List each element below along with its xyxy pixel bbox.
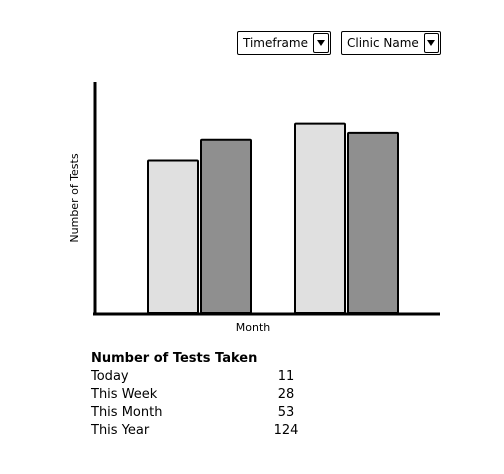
bar-group-2-series-1 [294,122,346,314]
summary-row-this-week: This Week 28 [91,386,321,404]
summary-row-this-month: This Month 53 [91,404,321,422]
summary-title: Number of Tests Taken [91,351,258,366]
bar-group-2-series-2 [347,131,399,314]
summary-label: This Year [91,423,150,438]
summary-label: This Month [91,405,163,420]
chevron-down-icon[interactable] [423,33,439,53]
x-axis-label: Month [236,321,271,334]
summary-row-today: Today 11 [91,368,321,386]
chart-bars [147,122,399,314]
bar-group-1-series-2 [200,138,252,314]
tests-summary: Number of Tests Taken Today 11 This Week… [91,350,321,440]
timeframe-dropdown[interactable]: Timeframe [237,31,331,55]
summary-value: 124 [273,423,299,438]
bar-group-1-series-1 [147,159,199,314]
clinic-name-dropdown-label: Clinic Name [347,36,419,50]
summary-value: 28 [277,387,295,402]
summary-row-this-year: This Year 124 [91,422,321,440]
timeframe-dropdown-label: Timeframe [243,36,308,50]
bar-chart: Month Number of Tests [68,82,440,334]
chevron-down-icon[interactable] [312,33,329,53]
summary-label: Today [91,369,129,384]
clinic-name-dropdown[interactable]: Clinic Name [341,31,441,55]
y-axis-label: Number of Tests [68,153,81,242]
summary-value: 11 [277,369,295,384]
summary-label: This Week [91,387,158,402]
summary-value: 53 [277,405,295,420]
